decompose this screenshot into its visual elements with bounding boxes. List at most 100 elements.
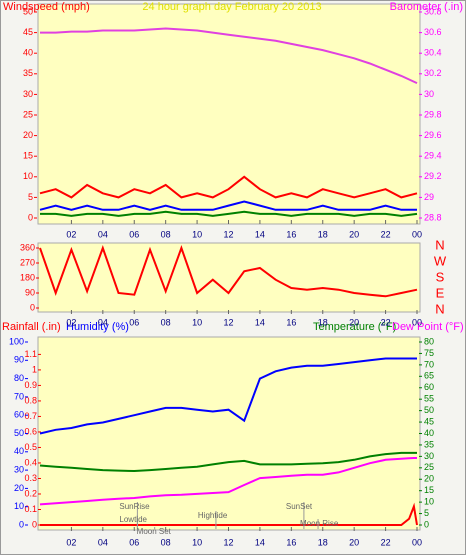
y3-tick-label: 0 [19,519,24,529]
y2-tick-label: 65 [424,371,434,381]
y-tick-label: 270 [20,257,35,267]
y2-tick-label: 29.4 [424,151,442,161]
annotation: Hightide [198,511,228,520]
y2-label: Dew Point (°F) [392,321,464,333]
y3-tick-label: 100 [9,336,24,346]
y-tick-label: 0.4 [24,457,37,467]
y2-tick-label: 5 [424,508,429,518]
annotation: SunRise [119,502,150,511]
plot-bg [37,3,421,225]
y2-tick-label: 30.2 [424,68,442,78]
x-tick-label: 06 [129,229,139,239]
annotation: SunSet [286,502,313,511]
annotation: Moon Set [137,527,172,536]
x-tick-label: 14 [255,537,265,547]
y-tick-label: 25 [23,109,33,119]
x-tick-label: 12 [223,229,233,239]
x-tick-label: 16 [286,229,296,239]
y-tick-label: 0.2 [24,488,37,498]
y2-tick-label: 30.6 [424,27,442,37]
y-tick-label: 90 [25,287,35,297]
y2-tick-label: 50 [424,405,434,415]
y3-tick-label: 50 [14,428,24,438]
y-tick-label: 30 [23,89,33,99]
x-tick-label: 12 [223,537,233,547]
direction-label: S [436,269,445,284]
y-tick-label: 0.3 [24,473,37,483]
y-tick-label: 180 [20,272,35,282]
series-line [39,357,417,435]
y3-tick-label: 80 [14,373,24,383]
y2-tick-label: 30 [424,451,434,461]
y-tick-label: 0 [28,212,33,222]
y2-tick-label: 29 [424,192,434,202]
plot-bg [37,242,421,313]
y2-tick-label: 40 [424,428,434,438]
x-tick-label: 12 [223,317,233,327]
x-tick-label: 20 [349,317,359,327]
x-tick-label: 16 [286,317,296,327]
y-tick-label: 0.6 [24,426,37,436]
x-tick-label: 02 [66,537,76,547]
y2-tick-label: 75 [424,348,434,358]
annotation: Lowtide [119,515,147,524]
y3-tick-label: 70 [14,391,24,401]
series-line [40,210,418,217]
y2-tick-label: 55 [424,394,434,404]
x-tick-label: 04 [98,537,108,547]
y-tick-label: 0.5 [24,442,37,452]
x-tick-label: 08 [161,317,171,327]
x-tick-label: 06 [129,317,139,327]
x-tick-label: 08 [161,537,171,547]
direction-label: E [436,285,445,300]
y2-tick-label: 35 [424,439,434,449]
series-line [39,451,417,473]
x-tick-label: 02 [66,229,76,239]
x-tick-label: 06 [129,537,139,547]
x-tick-label: 20 [349,537,359,547]
series-line [40,502,418,526]
y-tick-label: 0.1 [24,504,37,514]
y-tick-label: 0.9 [24,380,37,390]
y-tick-label: 0.7 [24,411,37,421]
x-tick-label: 10 [192,537,202,547]
x-tick-label: 02 [66,317,76,327]
plot-bg [37,336,421,531]
y-tick-label: 15 [23,151,33,161]
y3-tick-label: 90 [14,355,24,365]
series-line [39,200,417,211]
annotation: Moon Rise [300,519,339,528]
y2-label: Barometer (.in) [390,1,463,13]
y2-tick-label: 30.8 [424,6,442,16]
direction-label: N [435,301,444,316]
series-line [39,175,418,199]
x-tick-label: 00 [412,229,422,239]
x-tick-label: 18 [318,537,328,547]
y2-tick-label: 10 [424,497,434,507]
y3-tick-label: 60 [14,410,24,420]
y-tick-label: 0 [30,302,35,312]
x-tick-label: 18 [318,229,328,239]
series-line [39,457,417,506]
y2-tick-label: 0 [424,519,429,529]
x-tick-label: 10 [192,229,202,239]
y-tick-label: 360 [20,242,35,252]
y3-tick-label: 40 [14,446,24,456]
y2-label: Temperature (°F) [313,321,396,333]
y2-tick-label: 15 [424,485,434,495]
y-label: Windspeed (mph) [3,1,90,13]
series-line [40,27,418,85]
y-tick-label: 50 [23,6,33,16]
y2-tick-label: 25 [424,462,434,472]
y-label: Rainfall (.in) [2,321,61,333]
y3-tick-label: 10 [14,501,24,511]
y2-tick-label: 60 [424,382,434,392]
y2-tick-label: 29.6 [424,130,442,140]
x-tick-label: 16 [286,537,296,547]
y3-label: Humidity (%) [66,321,129,333]
direction-label: N [435,237,444,252]
direction-label: W [434,253,447,268]
y2-tick-label: 30 [424,89,434,99]
x-tick-label: 22 [381,317,391,327]
